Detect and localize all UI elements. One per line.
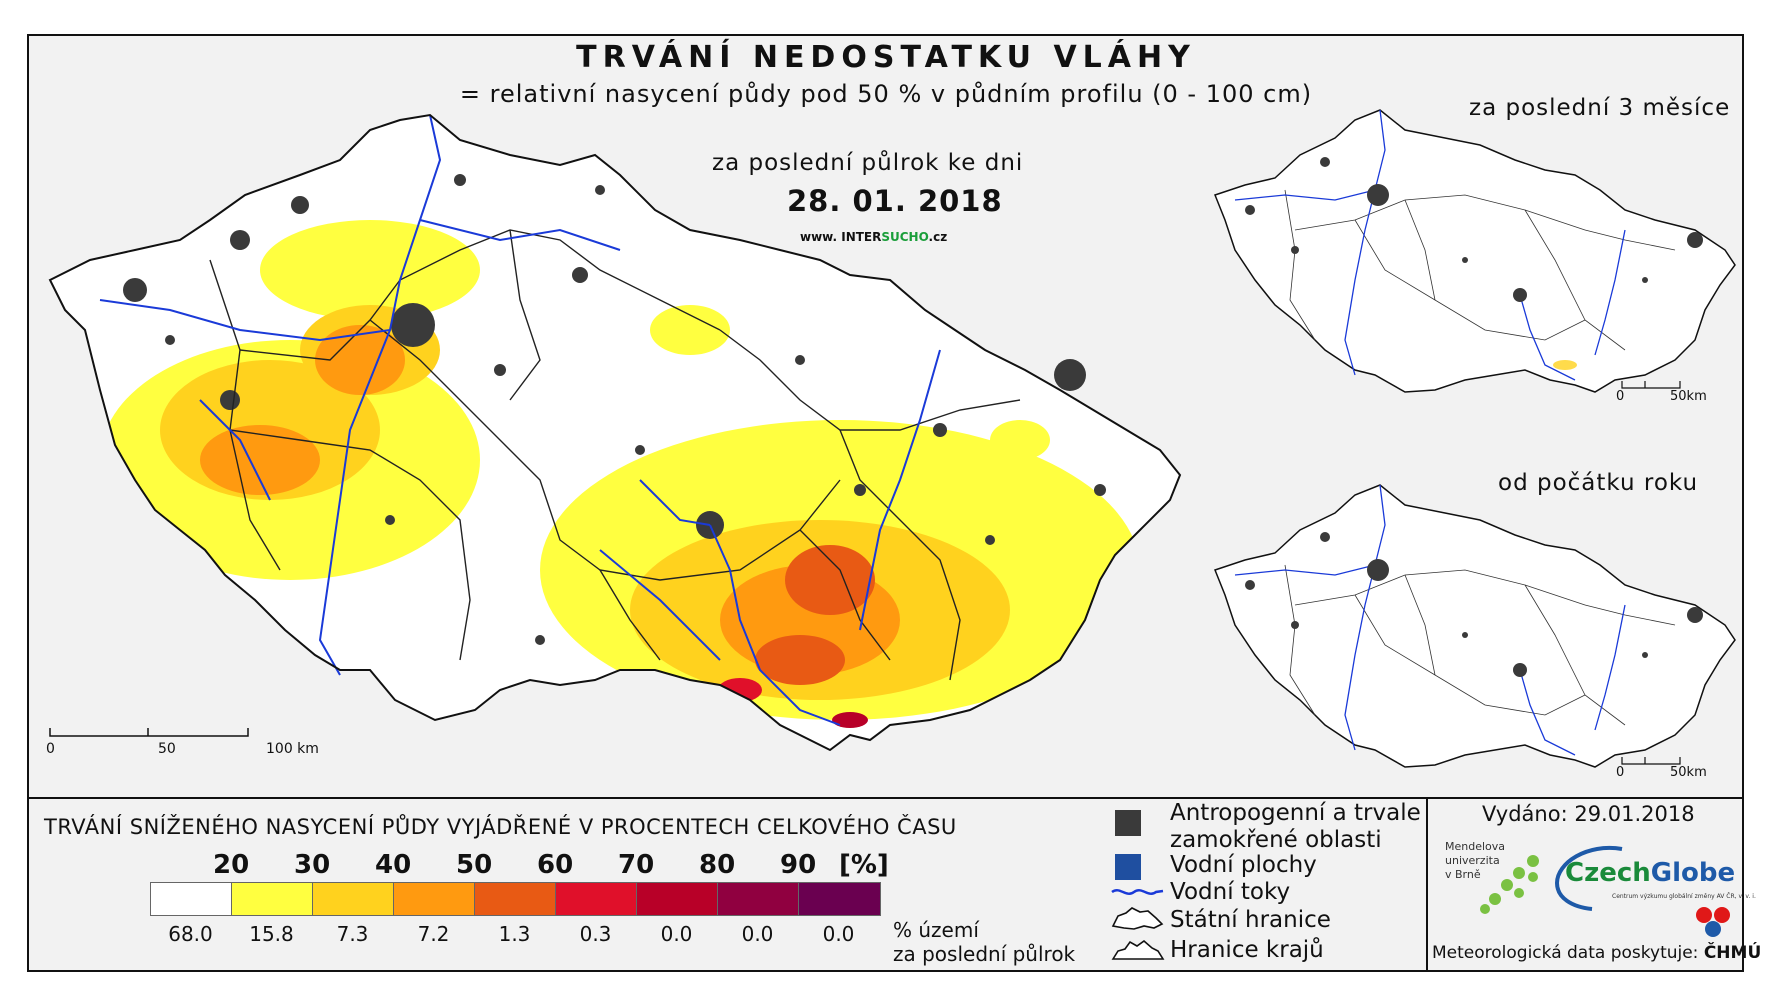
legend-class-label: 50 xyxy=(456,850,493,880)
drought-intensity-layer xyxy=(100,220,1140,728)
legend-class-label: 90 xyxy=(780,850,817,880)
rivers xyxy=(99,114,941,726)
czechglobe-arc-icon xyxy=(1554,845,1623,911)
legend-color-bar xyxy=(150,882,881,916)
water-bodies-label: Vodní plochy xyxy=(1170,852,1317,878)
legend-territory-value: 0.0 xyxy=(822,922,855,946)
issued-date: Vydáno: 29.01.2018 xyxy=(1482,802,1695,826)
czechglobe-logo: CzechGlobe xyxy=(1565,858,1736,888)
anthropogenic-areas xyxy=(123,174,1106,645)
region-border-label: Hranice krajů xyxy=(1170,937,1324,963)
inset-top-scale-0: 0 xyxy=(1616,389,1625,404)
inset-bottom-scale-50: 50km xyxy=(1670,765,1707,780)
legend-class-swatch xyxy=(556,883,637,915)
main-map xyxy=(48,113,1182,752)
legend-territory-value: 0.0 xyxy=(660,922,693,946)
legend-class-swatch xyxy=(718,883,799,915)
rivers-label: Vodní toky xyxy=(1170,879,1291,905)
map-date: 28. 01. 2018 xyxy=(787,184,1003,218)
legend-class-swatch xyxy=(151,883,232,915)
region-border-swatch xyxy=(1111,939,1165,960)
state-border-swatch xyxy=(1111,907,1164,930)
map-title: TRVÁNÍ NEDOSTATKU VLÁHY xyxy=(576,40,1196,75)
legend-class-label: 80 xyxy=(699,850,736,880)
czechglobe-subtitle: Centrum výzkumu globální změny AV ČR, v.… xyxy=(1612,893,1756,900)
inset-bottom-scale-0: 0 xyxy=(1616,765,1625,780)
inset-top-scale-50: 50km xyxy=(1670,389,1707,404)
legend-title: TRVÁNÍ SNÍŽENÉHO NASYCENÍ PŮDY VYJÁDŘENÉ… xyxy=(44,815,957,839)
credits-divider xyxy=(1426,797,1428,972)
intersucho-link[interactable]: www. INTERSUCHO.cz xyxy=(800,230,948,244)
meteo-data-credit: Meteorologická data poskytuje: ČHMÚ xyxy=(1432,943,1762,963)
legend-class-swatch xyxy=(799,883,880,915)
scale-tick-50: 50 xyxy=(158,741,176,757)
map-subtitle: = relativní nasycení půdy pod 50 % v půd… xyxy=(459,80,1313,108)
legend-territory-value: 68.0 xyxy=(168,922,213,946)
inset-top-title: za poslední 3 měsíce xyxy=(1469,95,1731,121)
legend-class-label: 70 xyxy=(618,850,655,880)
water-bodies-swatch xyxy=(1115,854,1141,880)
legend-class-label: [%] xyxy=(839,850,889,880)
legend-territory-value: 7.2 xyxy=(417,922,450,946)
legend-territory-value: 15.8 xyxy=(249,922,294,946)
legend-territory-value: 0.0 xyxy=(741,922,774,946)
inset-map-year-start xyxy=(1214,484,1736,768)
legend-territory-value: 1.3 xyxy=(498,922,531,946)
inset-map-3-months xyxy=(1214,109,1736,393)
scale-tick-0: 0 xyxy=(46,741,55,757)
legend-territory-value: 0.3 xyxy=(579,922,612,946)
legend-class-swatch xyxy=(232,883,313,915)
legend-class-label: 30 xyxy=(294,850,331,880)
inset-top-scale-bar xyxy=(1621,381,1681,389)
main-scale-bar xyxy=(49,728,249,737)
legend-unit: % území za poslední půlrok xyxy=(893,918,1076,966)
legend-divider xyxy=(27,797,1744,799)
anthropogenic-label: Antropogenní a trvale zamokřené oblasti xyxy=(1170,800,1421,853)
anthropogenic-swatch xyxy=(1115,810,1141,836)
mendel-dots-icon xyxy=(1480,855,1539,914)
legend-class-swatch xyxy=(313,883,394,915)
legend-territory-value: 7.3 xyxy=(336,922,369,946)
legend-class-swatch xyxy=(475,883,556,915)
legend-class-swatch xyxy=(394,883,475,915)
scale-tick-100: 100 km xyxy=(266,741,319,757)
chmu-logo-icon xyxy=(1696,907,1730,937)
legend-class-label: 40 xyxy=(375,850,412,880)
mendel-university-logo: Mendelova univerzita v Brně xyxy=(1445,840,1506,881)
legend-class-label: 20 xyxy=(213,850,250,880)
legend-class-label: 60 xyxy=(537,850,574,880)
period-label: za poslední půlrok ke dni xyxy=(712,150,1024,176)
inset-bottom-scale-bar xyxy=(1621,757,1681,765)
legend-class-swatch xyxy=(637,883,718,915)
region-borders xyxy=(209,229,1021,681)
state-border xyxy=(48,113,1182,752)
rivers-swatch xyxy=(1111,889,1164,895)
state-border-label: Státní hranice xyxy=(1170,907,1331,933)
inset-bottom-title: od počátku roku xyxy=(1498,470,1699,496)
